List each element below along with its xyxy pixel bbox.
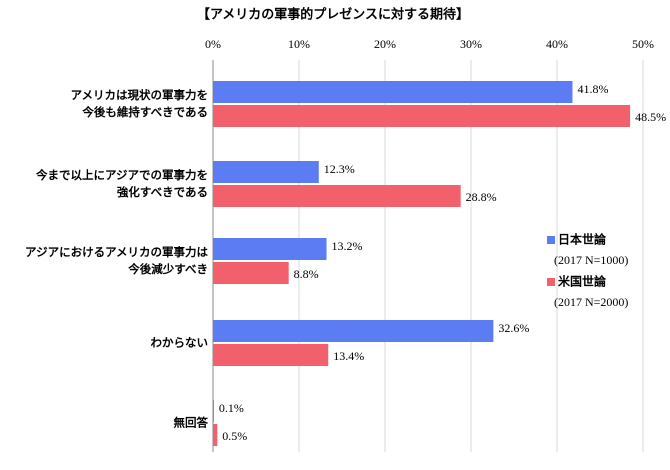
legend-label: 日本世論 — [558, 232, 607, 247]
bar — [213, 238, 327, 260]
x-tick-label: 50% — [632, 37, 654, 51]
bar — [213, 400, 214, 422]
bar — [213, 161, 319, 183]
legend-label: 米国世論 — [558, 274, 607, 289]
y-tick-label: わからない — [150, 335, 209, 350]
value-label: 48.5% — [635, 110, 666, 124]
value-label: 13.4% — [333, 349, 364, 363]
legend-note: (2017 N=1000) — [554, 253, 628, 267]
value-label: 0.5% — [222, 429, 247, 443]
x-tick-label: 40% — [546, 37, 568, 51]
value-label: 13.2% — [332, 239, 363, 253]
legend-note: (2017 N=2000) — [554, 295, 628, 309]
value-label: 0.1% — [219, 401, 244, 415]
value-label: 32.6% — [498, 321, 529, 335]
bar — [213, 185, 461, 207]
value-label: 28.8% — [466, 190, 497, 204]
bar — [213, 320, 494, 342]
x-tick-label: 30% — [460, 37, 482, 51]
bar — [213, 105, 631, 127]
x-tick-label: 10% — [288, 37, 310, 51]
legend-swatch — [547, 236, 555, 244]
legend-swatch — [547, 278, 555, 286]
bar — [213, 424, 218, 446]
value-label: 41.8% — [577, 82, 608, 96]
value-label: 12.3% — [324, 162, 355, 176]
y-tick-label: アメリカは現状の軍事力を 今後も維持すべきである — [70, 88, 208, 119]
x-tick-label: 20% — [374, 37, 396, 51]
bar — [213, 262, 289, 284]
x-tick-label: 0% — [205, 37, 221, 51]
value-label: 8.8% — [294, 267, 319, 281]
bar — [213, 344, 329, 366]
y-tick-label: アジアにおけるアメリカの軍事力は 今後減少すべき — [25, 245, 208, 276]
chart-title: 【アメリカの軍事的プレゼンスに対する期待】 — [197, 7, 469, 23]
y-tick-label: 無回答 — [173, 415, 209, 430]
bar — [213, 81, 573, 103]
y-tick-label: 今まで以上にアジアでの軍事力を 強化すべきである — [35, 168, 208, 199]
